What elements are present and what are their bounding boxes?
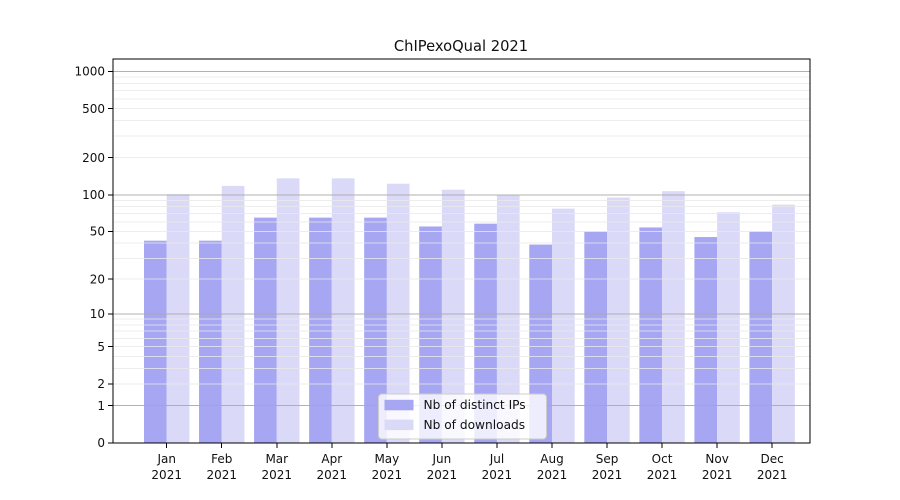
x-tick-label-month: Oct [652, 452, 673, 466]
bar-ips-mar [254, 217, 277, 443]
bar-downloads-jun [441, 189, 465, 443]
bar-downloads-mar [276, 178, 300, 443]
bar-downloads-aug [551, 208, 575, 443]
bar-ips-apr [309, 217, 332, 443]
legend-swatch-downloads [384, 419, 414, 431]
bar-ips-oct [639, 227, 663, 443]
bar-ips-may [364, 217, 387, 443]
x-tick-label-year: 2021 [482, 468, 513, 482]
bar-downloads-nov [717, 212, 740, 443]
x-tick-label-month: Nov [705, 452, 728, 466]
bar-ips-dec [749, 231, 773, 443]
y-tick-label: 1 [97, 399, 105, 413]
bar-ips-nov [694, 237, 718, 443]
legend-box [378, 393, 547, 440]
bar-downloads-apr [331, 178, 355, 443]
legend-label-downloads: Nb of downloads [424, 418, 526, 432]
x-tick-label-year: 2021 [592, 468, 623, 482]
bar-ips-jul [474, 223, 497, 443]
bar-ips-aug [529, 244, 552, 443]
bar-downloads-may [386, 183, 410, 443]
y-tick-label: 10 [90, 307, 105, 321]
x-tick-label-month: Feb [211, 452, 232, 466]
x-tick-label-month: Sep [596, 452, 619, 466]
x-tick-label-month: Aug [540, 452, 563, 466]
y-tick-label: 100 [82, 188, 105, 202]
chart-title: ChIPexoQual 2021 [394, 38, 528, 55]
x-tick-label-year: 2021 [427, 468, 458, 482]
legend-label-ips: Nb of distinct IPs [424, 398, 526, 412]
x-tick-label-year: 2021 [206, 468, 237, 482]
x-tick-label-month: Mar [265, 452, 288, 466]
x-tick-label-month: Jun [432, 452, 452, 466]
bar-downloads-sep [607, 197, 630, 443]
x-tick-label-year: 2021 [702, 468, 733, 482]
x-tick-label-month: May [374, 452, 399, 466]
bar-downloads-dec [772, 204, 795, 443]
y-tick-label: 500 [82, 102, 105, 116]
plot-area: 0 1 2 5 10 20 50 100 200 500 1000 Jan 2021 Feb 2021 Mar… [74, 58, 811, 482]
bar-downloads-oct [662, 191, 685, 443]
y-tick-label: 50 [90, 225, 105, 239]
x-tick-label-year: 2021 [151, 468, 182, 482]
y-tick-label: 2 [97, 377, 105, 391]
x-tick-label-year: 2021 [647, 468, 678, 482]
y-tick-label: 1000 [74, 65, 105, 79]
x-tick-label-month: Jan [156, 452, 176, 466]
x-tick-label-year: 2021 [317, 468, 348, 482]
bar-downloads-jan [166, 194, 190, 443]
y-tick-label: 200 [82, 151, 105, 165]
bar-ips-feb [199, 240, 222, 443]
x-tick-label-month: Dec [761, 452, 784, 466]
x-tick-label-year: 2021 [372, 468, 403, 482]
axes-frame [112, 58, 811, 444]
x-tick-label-year: 2021 [537, 468, 568, 482]
y-tick-label: 5 [97, 340, 105, 354]
x-tick-label-month: Apr [321, 452, 342, 466]
bar-ips-jun [419, 226, 442, 443]
x-tick-label-month: Jul [489, 452, 504, 466]
bar-ips-sep [584, 231, 608, 443]
legend-swatch-ips [384, 399, 414, 411]
y-tick-label: 0 [97, 436, 105, 450]
y-tick-label: 20 [90, 272, 105, 286]
bar-ips-jan [144, 240, 167, 443]
x-tick-label-year: 2021 [757, 468, 788, 482]
x-tick-label-year: 2021 [262, 468, 293, 482]
